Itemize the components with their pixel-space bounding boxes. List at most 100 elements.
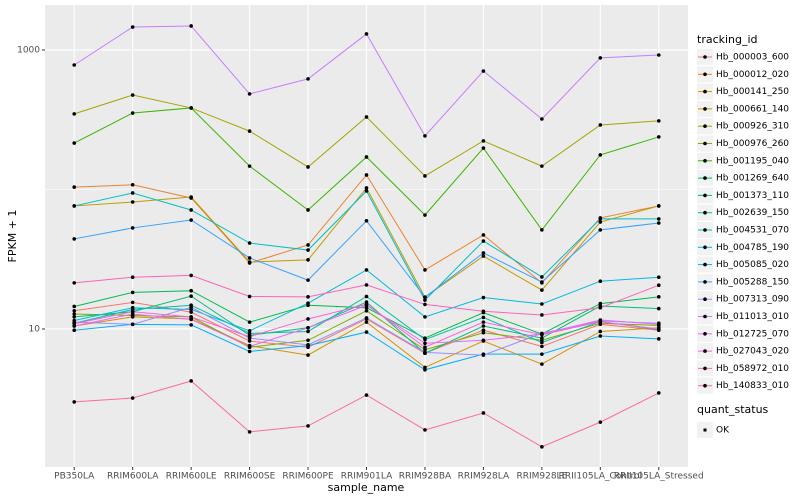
data-point	[130, 183, 135, 187]
x-tick-label: RRIM928BA	[399, 472, 452, 482]
y-tick-label: 10	[29, 324, 41, 334]
data-point	[540, 275, 544, 279]
data-point	[189, 305, 193, 310]
data-point	[130, 305, 135, 310]
data-point	[247, 92, 252, 96]
data-point	[598, 329, 603, 334]
data-point	[540, 302, 544, 306]
data-point	[130, 322, 135, 327]
data-point	[72, 304, 77, 309]
data-point	[423, 134, 427, 138]
data-point	[247, 329, 252, 333]
data-point	[481, 330, 486, 335]
data-point	[189, 195, 193, 199]
legend-dot	[703, 245, 707, 250]
data-point	[364, 219, 369, 223]
data-point	[306, 258, 310, 262]
legend-dot	[703, 72, 707, 77]
data-point	[72, 63, 77, 67]
legend-label: Hb_001195_040	[716, 156, 789, 166]
data-point	[130, 290, 135, 295]
data-point	[598, 305, 603, 310]
data-point	[481, 320, 486, 324]
data-point	[481, 324, 486, 328]
x-tick-label: RRIM901LA	[341, 472, 393, 482]
data-point	[656, 204, 661, 208]
data-point	[130, 111, 135, 115]
data-point	[598, 123, 603, 127]
data-point	[247, 164, 252, 168]
data-point	[72, 321, 77, 326]
data-point	[423, 315, 427, 319]
legend-label: Hb_004531_070	[716, 226, 789, 236]
legend-dot	[703, 297, 707, 302]
data-point	[72, 141, 77, 145]
data-point	[656, 217, 661, 221]
legend-label: Hb_005085_020	[716, 260, 789, 270]
y-tick-label: 1000	[17, 45, 40, 55]
data-point	[306, 208, 310, 212]
data-point	[247, 349, 252, 354]
legend-dot	[703, 124, 707, 128]
data-point	[540, 336, 544, 340]
data-point	[130, 25, 135, 29]
data-point	[423, 345, 427, 350]
data-point	[540, 280, 544, 284]
data-point	[423, 367, 427, 372]
data-point	[481, 239, 486, 243]
x-tick-label: RRIM928LE	[516, 472, 567, 482]
data-point	[656, 53, 661, 57]
data-point	[656, 135, 661, 139]
data-point	[364, 294, 369, 299]
data-point	[130, 275, 135, 280]
data-point	[540, 313, 544, 317]
legend-label: Hb_011013_010	[716, 312, 789, 322]
legend-label: Hb_058972_010	[716, 364, 789, 374]
legend-dot	[703, 210, 707, 215]
data-point	[656, 275, 661, 280]
data-point	[247, 241, 252, 245]
data-point	[423, 295, 427, 299]
data-point	[247, 339, 252, 343]
data-point	[423, 213, 427, 217]
data-point	[656, 283, 661, 287]
data-point	[540, 445, 544, 449]
data-point	[656, 391, 661, 395]
data-point	[306, 295, 310, 299]
data-point	[598, 228, 603, 232]
legend-label: Hb_000661_140	[716, 104, 789, 114]
legend-dot	[703, 383, 707, 388]
data-point	[247, 430, 252, 434]
legend-label: OK	[716, 426, 730, 436]
data-point	[540, 117, 544, 121]
data-point	[189, 218, 193, 222]
data-point	[364, 186, 369, 190]
data-point	[247, 294, 252, 299]
y-axis-title: FPKM + 1	[6, 210, 19, 263]
x-tick-label: RRIM600PE	[282, 472, 334, 482]
legend-label: Hb_000926_310	[716, 122, 789, 132]
legend-dot	[703, 89, 707, 94]
data-point	[306, 338, 310, 343]
data-point	[540, 288, 544, 292]
x-tick-label: RRII105LA_Stressed	[614, 472, 704, 482]
data-point	[481, 233, 486, 237]
data-point	[306, 317, 310, 321]
data-point	[72, 328, 77, 333]
data-point	[656, 322, 661, 327]
data-point	[656, 221, 661, 225]
data-point	[247, 331, 252, 336]
data-point	[481, 353, 486, 357]
data-point	[130, 93, 135, 97]
data-point	[72, 237, 77, 241]
data-point	[540, 332, 544, 337]
data-point	[481, 411, 486, 415]
shape-legend-title: quant_status	[697, 403, 769, 416]
x-tick-label: RRIM600SE	[224, 472, 276, 482]
data-point	[598, 319, 603, 324]
data-point	[306, 325, 310, 330]
data-point	[481, 328, 486, 333]
data-point	[306, 248, 310, 252]
data-point	[481, 309, 486, 314]
data-point	[189, 323, 193, 327]
